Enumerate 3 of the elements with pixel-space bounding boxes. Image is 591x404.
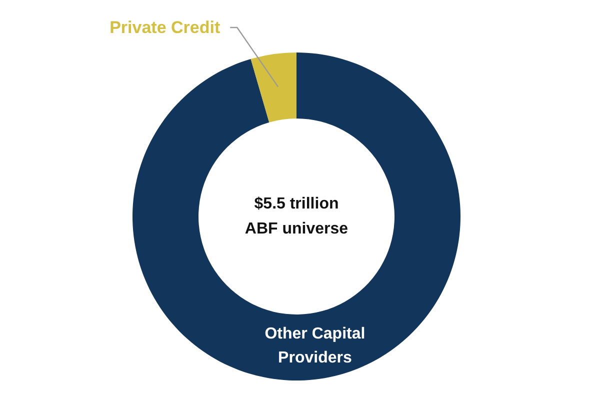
text: $5.5 trillion ABF universe xyxy=(244,196,348,238)
slice-label: Private Credit xyxy=(110,18,220,37)
slice-label: Other Capital Providers xyxy=(264,326,366,367)
